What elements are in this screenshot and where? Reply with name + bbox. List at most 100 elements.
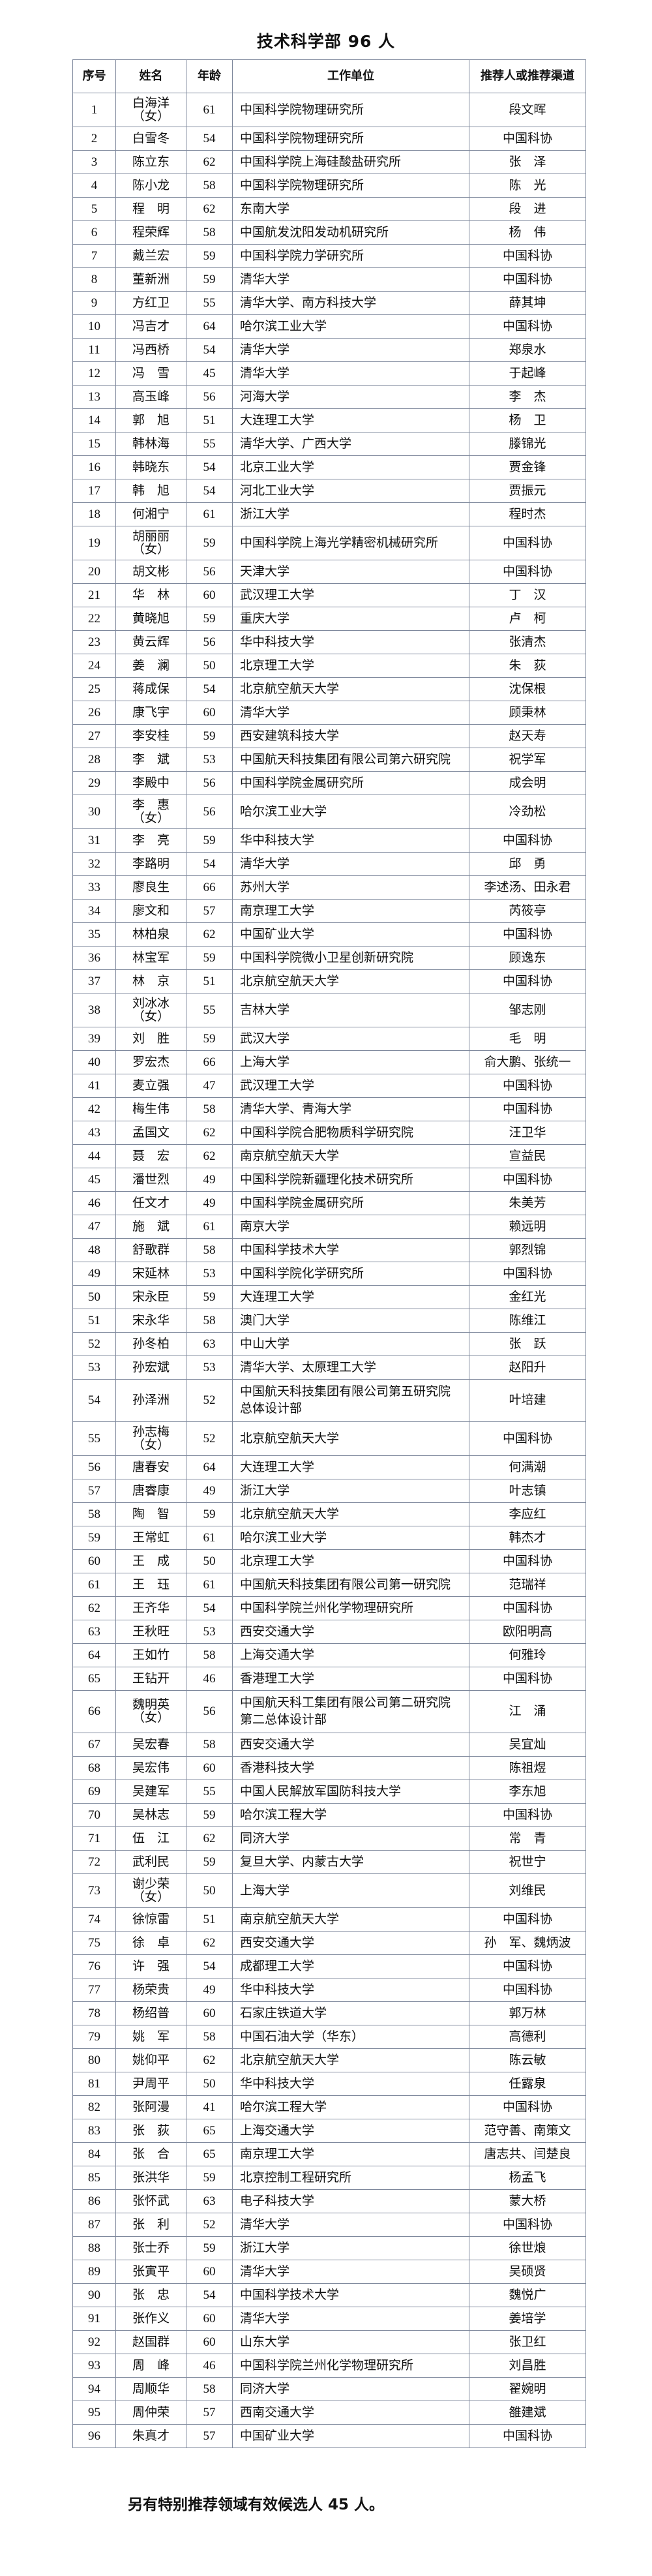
table-row: 94 周顺华 58 同济大学 翟婉明 [72, 2377, 586, 2401]
work-unit-line: 大连理工大学 [240, 413, 315, 427]
work-unit-line: 东南大学 [240, 202, 290, 216]
row-number: 86 [72, 2189, 116, 2213]
header-recommender: 推荐人或推荐渠道 [469, 59, 586, 93]
candidate-age: 58 [186, 1733, 233, 1757]
recommender: 郑泉水 [469, 338, 586, 362]
candidate-age: 60 [186, 2330, 233, 2354]
row-number: 53 [72, 1356, 116, 1380]
work-unit: 中国人民解放军国防科技大学 [232, 1780, 469, 1804]
row-number: 25 [72, 677, 116, 701]
table-row: 37 林 京 51 北京航空航天大学 中国科协 [72, 969, 586, 993]
work-unit-line: 清华大学 [240, 2264, 290, 2279]
name-text: 白海洋 [132, 96, 170, 110]
candidate-name: 何湘宁 [115, 502, 186, 526]
candidate-age: 62 [186, 197, 233, 221]
name-text: 冯吉才 [132, 319, 170, 333]
candidate-age: 60 [186, 1756, 233, 1780]
candidate-name: 张 荻 [115, 2119, 186, 2143]
work-unit: 北京理工大学 [232, 654, 469, 678]
table-row: 11 冯西桥 54 清华大学 郑泉水 [72, 338, 586, 362]
row-number: 46 [72, 1191, 116, 1215]
candidate-age: 41 [186, 2095, 233, 2119]
candidate-name: 陈立东 [115, 150, 186, 174]
recommender: 中国科协 [469, 1097, 586, 1121]
candidate-name: 唐睿康 [115, 1479, 186, 1503]
row-number: 48 [72, 1238, 116, 1262]
row-number: 28 [72, 748, 116, 772]
work-unit: 中国航天科技集团有限公司第六研究院 [232, 748, 469, 772]
work-unit: 中国航天科技集团有限公司第一研究院 [232, 1573, 469, 1597]
recommender: 段 进 [469, 197, 586, 221]
name-text: 张洪华 [132, 2170, 170, 2185]
work-unit-line: 中国矿业大学 [240, 927, 315, 941]
work-unit: 上海交通大学 [232, 1643, 469, 1667]
row-number: 91 [72, 2307, 116, 2331]
name-text: 宋永臣 [132, 1290, 170, 1304]
work-unit: 中国科学院化学研究所 [232, 1262, 469, 1286]
candidate-age: 51 [186, 1907, 233, 1932]
row-number: 15 [72, 432, 116, 456]
name-text: 宋延林 [132, 1266, 170, 1280]
work-unit: 西安建筑科技大学 [232, 724, 469, 748]
table-row: 70 吴林志 59 哈尔滨工程大学 中国科协 [72, 1803, 586, 1827]
name-text: 韩林海 [132, 436, 170, 451]
table-row: 60 王 成 50 北京理工大学 中国科协 [72, 1549, 586, 1573]
work-unit: 中国科学院微小卫星创新研究院 [232, 946, 469, 970]
name-text: 罗宏杰 [132, 1055, 170, 1069]
recommender: 吴硕贤 [469, 2260, 586, 2284]
table-row: 49 宋延林 53 中国科学院化学研究所 中国科协 [72, 1262, 586, 1286]
name-text: 姚仰平 [132, 2053, 170, 2067]
work-unit: 浙江大学 [232, 502, 469, 526]
name-text: 陶 智 [132, 1507, 170, 1521]
name-text: 程 明 [132, 202, 170, 216]
row-number: 24 [72, 654, 116, 678]
row-number: 1 [72, 93, 116, 127]
name-text: 李安桂 [132, 729, 170, 743]
recommender: 程时杰 [469, 502, 586, 526]
candidate-age: 59 [186, 1502, 233, 1526]
work-unit-line: 澳门大学 [240, 1313, 290, 1327]
candidate-age: 59 [186, 2236, 233, 2260]
work-unit-line: 华中科技大学 [240, 2076, 315, 2091]
work-unit: 清华大学 [232, 267, 469, 292]
table-row: 87 张 利 52 清华大学 中国科协 [72, 2213, 586, 2237]
work-unit-line: 西安交通大学 [240, 1935, 315, 1950]
row-number: 52 [72, 1332, 116, 1356]
table-row: 19 胡丽丽 （女） 59 中国科学院上海光学精密机械研究所 中国科协 [72, 526, 586, 560]
candidate-name: 刘 胜 [115, 1027, 186, 1051]
work-unit-line: 南京理工大学 [240, 903, 315, 918]
name-text: 舒歌群 [132, 1243, 170, 1257]
recommender: 徐世烺 [469, 2236, 586, 2260]
candidate-name: 吴林志 [115, 1803, 186, 1827]
candidate-name: 杨绍普 [115, 2001, 186, 2025]
table-row: 14 郭 旭 51 大连理工大学 杨 卫 [72, 408, 586, 432]
work-unit: 南京大学 [232, 1215, 469, 1239]
work-unit: 中国科学院金属研究所 [232, 771, 469, 795]
candidate-name: 施 斌 [115, 1215, 186, 1239]
work-unit-line: 清华大学、广西大学 [240, 436, 352, 451]
name-text: 李 亮 [132, 833, 170, 847]
name-text: 胡丽丽 [132, 529, 170, 543]
work-unit-line: 同济大学 [240, 2382, 290, 2396]
gender-note: （女） [132, 1890, 170, 1904]
row-number: 33 [72, 875, 116, 900]
work-unit: 武汉理工大学 [232, 583, 469, 607]
work-unit: 哈尔滨工业大学 [232, 795, 469, 829]
candidate-name: 宋永华 [115, 1309, 186, 1333]
candidate-name: 李 斌 [115, 748, 186, 772]
candidate-age: 58 [186, 1238, 233, 1262]
table-row: 68 吴宏伟 60 香港科技大学 陈祖煜 [72, 1756, 586, 1780]
footer-note: 另有特别推荐领域有效候选人 45 人。 [128, 2496, 385, 2513]
row-number: 79 [72, 2025, 116, 2049]
name-text: 杨绍普 [132, 2006, 170, 2020]
work-unit-line: 哈尔滨工程大学 [240, 2100, 327, 2114]
work-unit-line: 南京理工大学 [240, 2147, 315, 2161]
name-text: 宋永华 [132, 1313, 170, 1327]
name-text: 张 荻 [132, 2123, 170, 2138]
row-number: 74 [72, 1907, 116, 1932]
name-text: 孙泽洲 [132, 1393, 170, 1407]
row-number: 7 [72, 244, 116, 268]
name-text: 姜 澜 [132, 658, 170, 673]
name-text: 张阿漫 [132, 2100, 170, 2114]
table-row: 6 程荣辉 58 中国航发沈阳发动机研究所 杨 伟 [72, 220, 586, 245]
